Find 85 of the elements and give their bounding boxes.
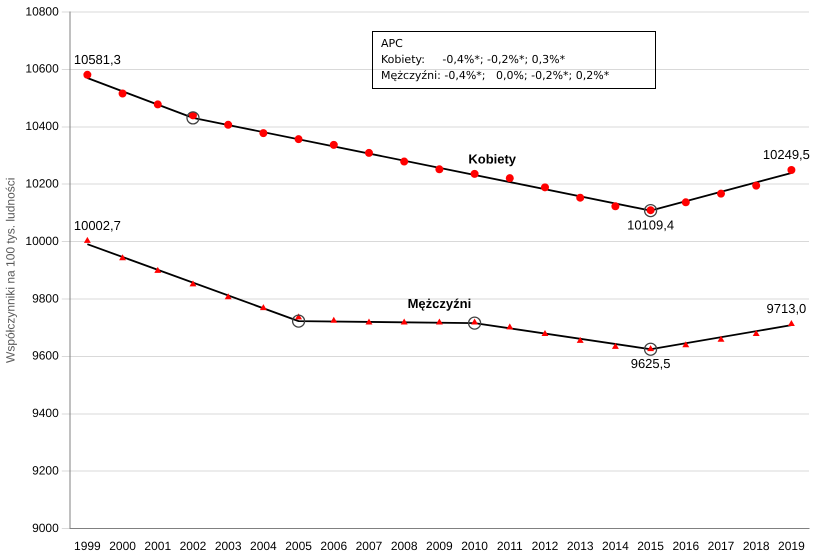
x-tick-label: 2017 (708, 539, 735, 554)
point (154, 266, 162, 273)
y-tick-label: 10400 (25, 119, 60, 134)
point (260, 304, 267, 310)
point (470, 170, 479, 178)
point (506, 174, 514, 182)
y-axis-title: Współczynniki na 100 tys. ludności (4, 178, 18, 364)
x-tick-label: 2000 (109, 539, 136, 554)
x-tick-label: 2005 (285, 539, 312, 554)
point (788, 320, 795, 326)
x-tick-label: 2012 (532, 539, 559, 554)
x-tick-label: 2009 (426, 539, 454, 554)
point (718, 336, 724, 342)
point (84, 236, 91, 243)
x-tick-label: 2014 (602, 539, 630, 554)
y-tick-label: 9400 (32, 406, 60, 420)
point (294, 135, 303, 144)
y-tick-label: 10600 (25, 62, 60, 76)
point (576, 194, 584, 202)
series-label: Mężczyźni (408, 296, 472, 311)
x-tick-label: 2004 (250, 539, 278, 554)
point (787, 166, 796, 174)
point (682, 341, 690, 348)
point (400, 158, 408, 166)
point (506, 323, 514, 330)
y-tick-label: 10800 (25, 4, 60, 18)
x-tick-label: 2018 (742, 539, 770, 554)
x-tick-label: 2003 (214, 539, 242, 554)
point (364, 148, 373, 157)
point (83, 70, 92, 79)
point (154, 100, 162, 108)
point (644, 204, 658, 218)
point (224, 120, 232, 129)
point (716, 190, 725, 198)
annotation: Mężczyźni: -0,4%*; 0,0%; -0,2%*; 0,2%* (381, 68, 610, 84)
x-tick-label: 2013 (566, 539, 594, 554)
x-tick-label: 2011 (496, 539, 524, 554)
annotation: APC (381, 36, 404, 52)
x-tick-label: 2015 (637, 539, 664, 554)
point (259, 129, 268, 138)
series-label: Kobiety (468, 152, 517, 167)
point (435, 165, 444, 174)
data-label: 10109,4 (627, 217, 674, 232)
point (644, 342, 658, 356)
x-tick-label: 2008 (390, 539, 418, 554)
x-tick-label: 2001 (144, 539, 172, 554)
y-tick-label: 9200 (32, 464, 60, 478)
point (330, 140, 338, 149)
point (542, 330, 548, 336)
y-tick-label: 9800 (32, 291, 60, 306)
data-label: 10249,5 (762, 147, 810, 162)
point (330, 316, 338, 323)
point (292, 314, 306, 328)
y-tick-label: 10200 (25, 176, 60, 191)
point (186, 111, 200, 125)
point (436, 318, 443, 325)
point (190, 280, 196, 286)
x-tick-label: 2006 (320, 539, 348, 554)
point (752, 182, 760, 190)
y-tick-label: 10000 (25, 234, 60, 248)
data-label: 10581,3 (74, 52, 121, 67)
x-tick-label: 2019 (778, 539, 806, 554)
data-label: 9625,5 (630, 356, 670, 372)
x-tick-label: 1999 (74, 539, 102, 554)
point (752, 330, 760, 336)
point (118, 90, 127, 98)
point (119, 254, 126, 260)
data-label: 10002,7 (74, 218, 121, 233)
point (400, 318, 408, 325)
x-tick-label: 2002 (180, 539, 207, 554)
x-tick-label: 2016 (672, 539, 700, 554)
point (540, 183, 549, 192)
y-tick-label: 9600 (32, 348, 60, 363)
point (682, 198, 690, 206)
point (366, 318, 372, 325)
y-tick-label: 9000 (32, 520, 60, 535)
point (224, 293, 232, 300)
x-tick-label: 2007 (356, 539, 383, 554)
point (468, 316, 482, 330)
annotation: Kobiety: -0,4%*; -0,2%*; 0,3%* (381, 52, 566, 68)
point (612, 342, 619, 349)
point (611, 202, 620, 210)
point (576, 336, 584, 343)
data-label: 9713,0 (766, 301, 806, 316)
x-tick-label: 2010 (461, 539, 488, 554)
